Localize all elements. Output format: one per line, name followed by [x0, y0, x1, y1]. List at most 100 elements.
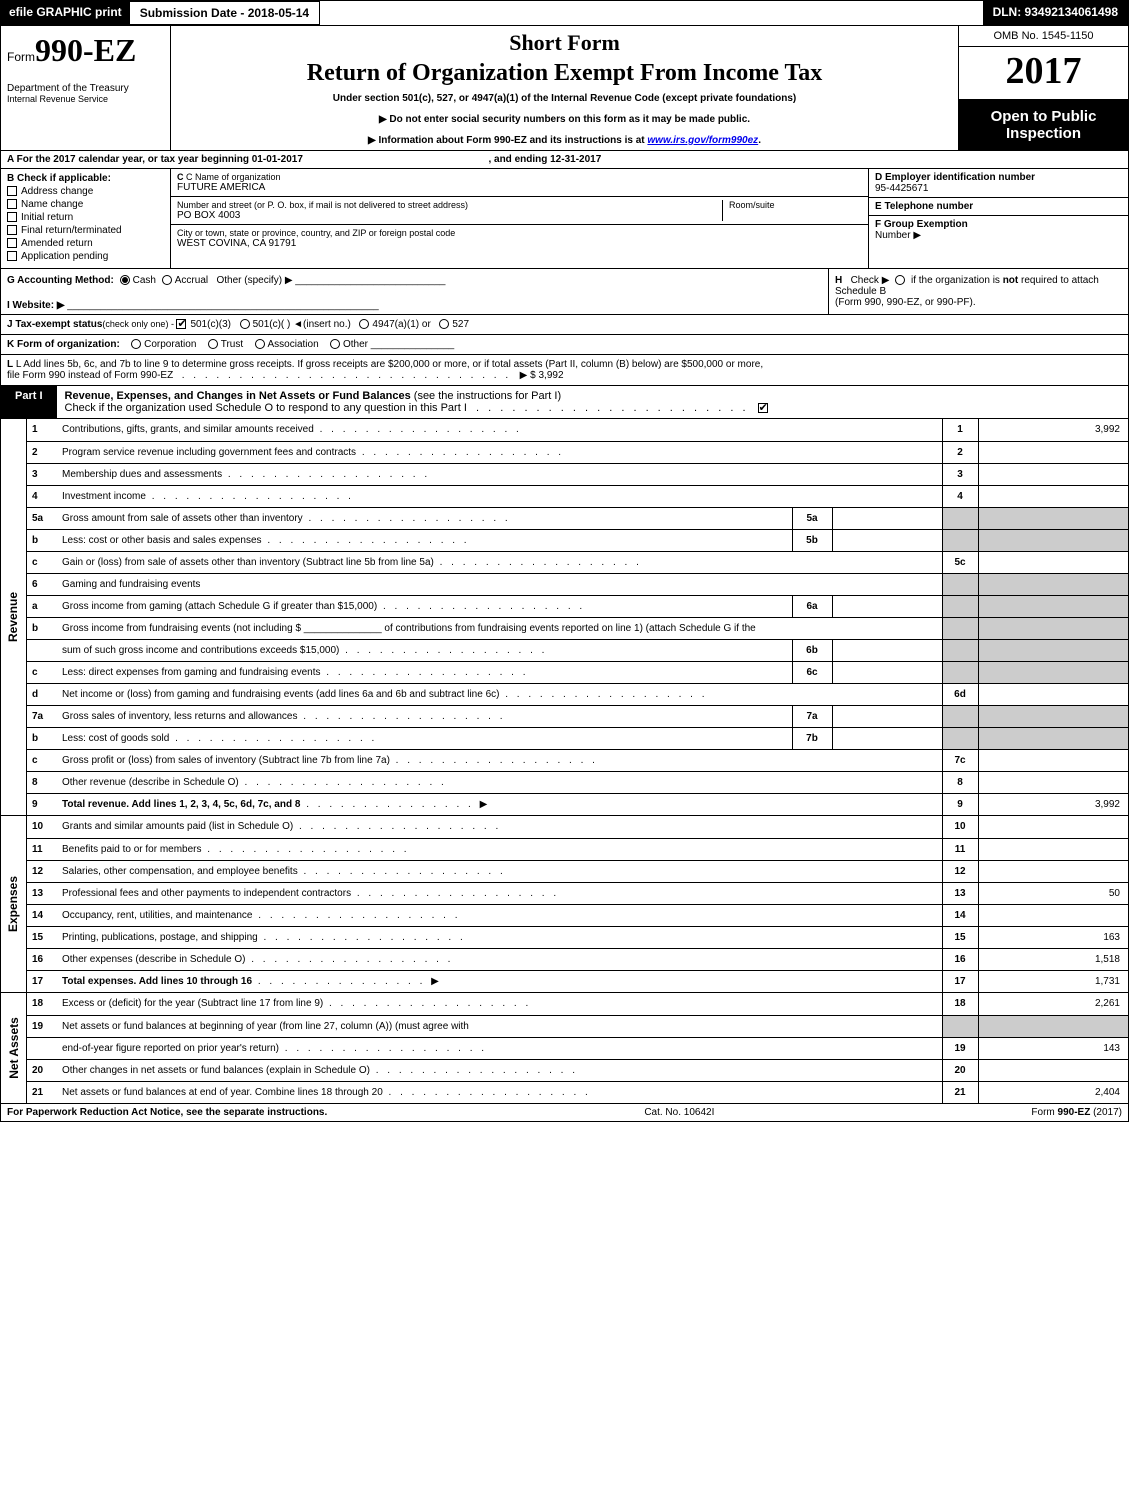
line-amount [978, 838, 1128, 860]
line-desc: Salaries, other compensation, and employ… [57, 860, 942, 882]
row-j-taxexempt: J Tax-exempt status(check only one) - 50… [1, 314, 1128, 334]
line-box-shade [942, 705, 978, 727]
cb-address-change[interactable]: Address change [7, 186, 164, 197]
line-number: 4 [27, 485, 57, 507]
line-desc: Other revenue (describe in Schedule O) .… [57, 771, 942, 793]
line-amt-empty [978, 1015, 1128, 1037]
radio-h-check[interactable] [895, 275, 905, 285]
radio-accrual[interactable] [162, 275, 172, 285]
k-corp: Corporation [144, 339, 196, 350]
footer-left: For Paperwork Reduction Act Notice, see … [7, 1107, 327, 1118]
line-amt-shade [978, 727, 1128, 749]
short-form-label: Short Form [179, 30, 950, 56]
row-l-gross: L L Add lines 5b, 6c, and 7b to line 9 t… [1, 354, 1128, 385]
line-amount: 3,992 [978, 419, 1128, 441]
line-desc: Contributions, gifts, grants, and simila… [57, 419, 942, 441]
form-number: 990-EZ [35, 32, 136, 68]
line-amount [978, 485, 1128, 507]
form-instruction-1: ▶ Do not enter social security numbers o… [179, 114, 950, 125]
line-box-shade [942, 727, 978, 749]
g-accrual: Accrual [175, 275, 208, 286]
line-desc: Membership dues and assessments . . . . … [57, 463, 942, 485]
radio-other[interactable] [330, 339, 340, 349]
part-i-check: Check if the organization used Schedule … [65, 402, 467, 414]
j-pre: J Tax-exempt status [7, 319, 102, 330]
line-box: 9 [942, 793, 978, 815]
line-desc: Other changes in net assets or fund bala… [57, 1059, 942, 1081]
line-row: 13Professional fees and other payments t… [27, 882, 1128, 904]
omb-number: OMB No. 1545-1150 [959, 26, 1128, 47]
line-box: 20 [942, 1059, 978, 1081]
line-box: 12 [942, 860, 978, 882]
line-desc: Gross amount from sale of assets other t… [57, 507, 792, 529]
line-box: 14 [942, 904, 978, 926]
line-row: 21Net assets or fund balances at end of … [27, 1081, 1128, 1103]
line-row: 16Other expenses (describe in Schedule O… [27, 948, 1128, 970]
form-instruction-2: ▶ Information about Form 990-EZ and its … [179, 135, 950, 146]
line-number: 9 [27, 793, 57, 815]
g-cash: Cash [133, 275, 156, 286]
line-box-empty [942, 1015, 978, 1037]
radio-assoc[interactable] [255, 339, 265, 349]
col-d-ein: D Employer identification number 95-4425… [868, 169, 1128, 268]
line-box: 7c [942, 749, 978, 771]
form-header: Form990-EZ Department of the Treasury In… [1, 25, 1128, 150]
line-row: cGross profit or (loss) from sales of in… [27, 749, 1128, 771]
cb-initial-return[interactable]: Initial return [7, 212, 164, 223]
irs-link[interactable]: www.irs.gov/form990ez [647, 135, 758, 146]
line-row: bLess: cost of goods sold . . . . . . . … [27, 727, 1128, 749]
line-row: 15Printing, publications, postage, and s… [27, 926, 1128, 948]
line-number: 18 [27, 993, 57, 1015]
cb-name-change[interactable]: Name change [7, 199, 164, 210]
e-tel-block: E Telephone number [869, 198, 1128, 216]
form-990ez-page: efile GRAPHIC print Submission Date - 20… [0, 0, 1129, 1122]
cb-schedule-o[interactable] [758, 403, 768, 413]
revenue-section: Revenue 1Contributions, gifts, grants, a… [1, 418, 1128, 815]
c-city-label: City or town, state or province, country… [177, 228, 862, 238]
radio-corp[interactable] [131, 339, 141, 349]
radio-4947[interactable] [359, 319, 369, 329]
dept-irs: Internal Revenue Service [7, 94, 162, 104]
line-desc: Excess or (deficit) for the year (Subtra… [57, 993, 942, 1015]
line-row: aGross income from gaming (attach Schedu… [27, 595, 1128, 617]
gh-block: G Accounting Method: Cash Accrual Other … [1, 268, 1128, 314]
part-i-title: Revenue, Expenses, and Changes in Net As… [57, 386, 1128, 418]
f-group-number: Number ▶ [875, 230, 1122, 241]
a-end: 12-31-2017 [550, 154, 601, 165]
line-number: 3 [27, 463, 57, 485]
l-txt1: L Add lines 5b, 6c, and 7b to line 9 to … [16, 359, 763, 370]
col-c-org-info: C C Name of organization FUTURE AMERICA … [171, 169, 868, 268]
line-mid-label: 5b [792, 529, 832, 551]
line-mid-value [832, 507, 942, 529]
cb-application-pending[interactable]: Application pending [7, 251, 164, 262]
radio-cash[interactable] [120, 275, 130, 285]
line-number: 6 [27, 573, 57, 595]
c-addr-value: PO BOX 4003 [177, 210, 722, 221]
line-number: c [27, 661, 57, 683]
line-box: 4 [942, 485, 978, 507]
line-row: 8Other revenue (describe in Schedule O) … [27, 771, 1128, 793]
line-desc: Less: direct expenses from gaming and fu… [57, 661, 792, 683]
d-ein-label: D Employer identification number [875, 172, 1122, 183]
line-box: 1 [942, 419, 978, 441]
radio-trust[interactable] [208, 339, 218, 349]
line-row: bLess: cost or other basis and sales exp… [27, 529, 1128, 551]
line-number [27, 1037, 57, 1059]
line-desc: Gaming and fundraising events [57, 573, 942, 595]
line-desc: Grants and similar amounts paid (list in… [57, 816, 942, 838]
line-mid-value [832, 727, 942, 749]
cb-501c3[interactable] [176, 319, 186, 329]
line-box-shade [942, 595, 978, 617]
radio-527[interactable] [439, 319, 449, 329]
line-box: 11 [942, 838, 978, 860]
line-number: b [27, 529, 57, 551]
cb-final-return[interactable]: Final return/terminated [7, 225, 164, 236]
line-desc: Less: cost of goods sold . . . . . . . .… [57, 727, 792, 749]
cb-amended-return[interactable]: Amended return [7, 238, 164, 249]
line-number: 19 [27, 1015, 57, 1037]
line-number: a [27, 595, 57, 617]
radio-501c[interactable] [240, 319, 250, 329]
line-number: 21 [27, 1081, 57, 1103]
line-mid-value [832, 705, 942, 727]
tax-year: 2017 [959, 47, 1128, 100]
